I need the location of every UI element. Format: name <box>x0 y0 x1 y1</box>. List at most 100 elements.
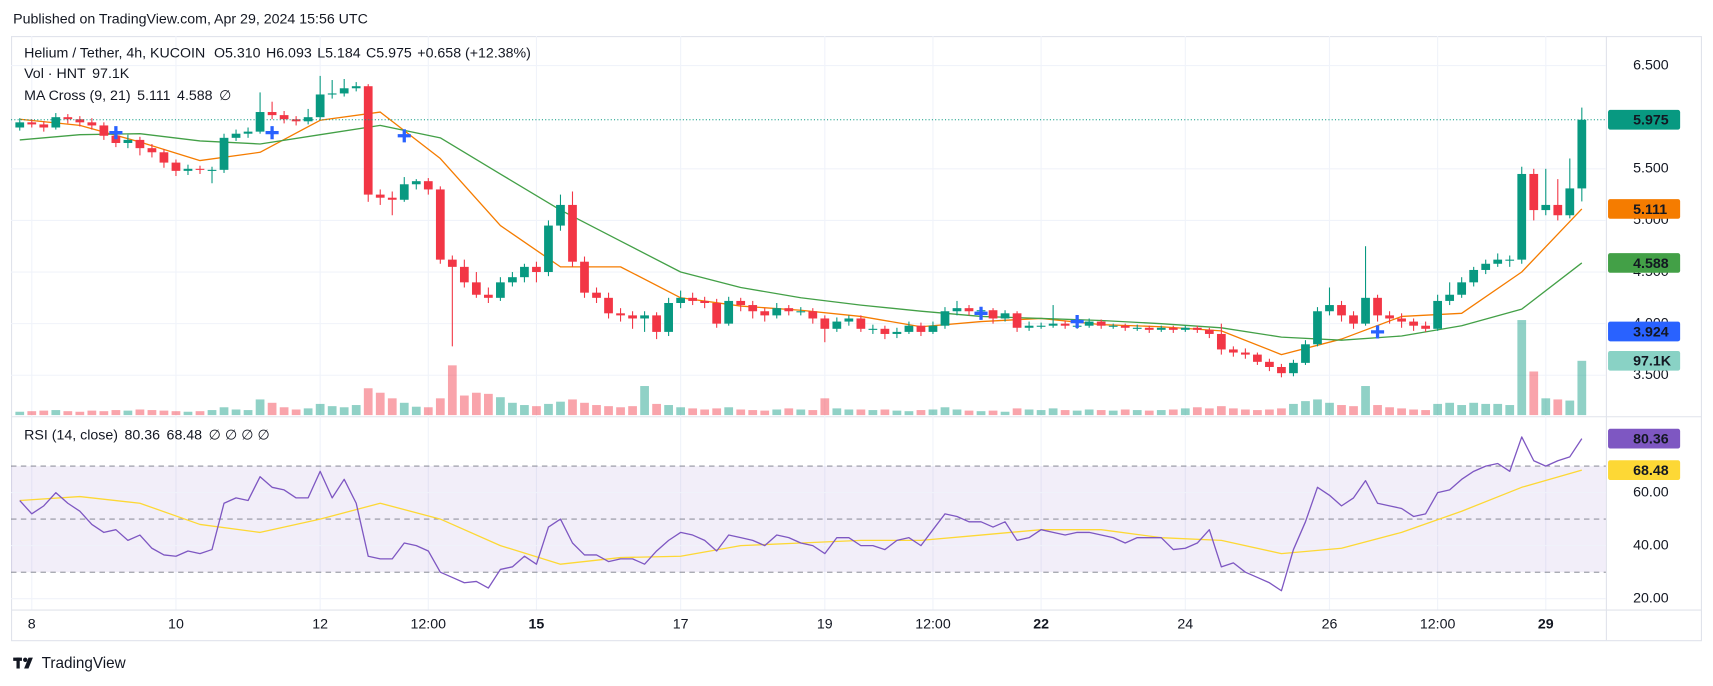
volume-bar <box>147 410 157 416</box>
volume-bar <box>1397 408 1406 416</box>
logo-mark <box>23 657 28 662</box>
volume-legend: Vol · HNT <box>24 66 86 82</box>
volume-bar <box>1048 408 1058 416</box>
plot-layer <box>11 36 1606 610</box>
volume-bar <box>712 408 722 416</box>
candle-body <box>904 325 914 332</box>
volume-bar <box>51 410 61 416</box>
x-tick-label: 12:00 <box>411 617 447 633</box>
rsi-legend-value: 68.48 <box>167 428 203 444</box>
volume-bar <box>580 402 589 416</box>
volume-bar <box>808 410 818 416</box>
candle-body <box>1132 327 1142 329</box>
volume-bar <box>87 410 97 416</box>
candle-body <box>471 282 481 295</box>
rsi-tick-label: 60.00 <box>1633 484 1669 500</box>
ma-legend-suffix: ∅ <box>219 88 231 104</box>
volume-bar <box>27 411 37 416</box>
volume-bar <box>1096 410 1106 416</box>
candle-body <box>1409 321 1418 326</box>
candle-body <box>532 266 541 273</box>
candle-body <box>363 86 373 195</box>
candle-body <box>1216 333 1226 350</box>
price-change: +0.658 (+12.38%) <box>417 45 531 61</box>
candle-body <box>652 315 661 332</box>
volume-bar <box>556 401 565 416</box>
chart-frame <box>11 36 1702 642</box>
volume-bar <box>363 388 373 416</box>
volume-bar <box>219 407 229 416</box>
ma-legend-value: 4.588 <box>177 88 213 104</box>
cross-marker <box>1371 325 1385 339</box>
candle-body <box>75 119 85 123</box>
candle-body <box>964 308 974 312</box>
candle-body <box>447 259 457 267</box>
volume-bar <box>351 405 361 416</box>
volume-bar <box>1216 406 1226 416</box>
candle-body <box>484 294 493 298</box>
candle-body <box>928 325 938 332</box>
volume-bar <box>447 365 457 416</box>
axis-tag <box>1608 321 1681 342</box>
candle-body <box>63 117 73 120</box>
volume-bar <box>652 403 661 416</box>
candle-body <box>496 282 505 298</box>
volume-bar <box>123 410 133 416</box>
candle-body <box>1373 297 1382 316</box>
volume-bar <box>195 411 205 416</box>
volume-bar <box>592 405 601 416</box>
candle-body <box>1529 173 1539 211</box>
volume-bar <box>1144 410 1154 416</box>
x-tick-label: 12:00 <box>1420 617 1456 633</box>
candle-body <box>1433 300 1443 329</box>
volume-bar <box>1361 386 1370 416</box>
volume-bar <box>63 411 73 416</box>
volume-bar <box>1180 408 1190 416</box>
volume-bar <box>1301 401 1310 416</box>
candle-body <box>303 117 313 122</box>
candle-body <box>1445 294 1455 301</box>
volume-bar <box>1265 409 1274 416</box>
rsi-legend-value: 80.36 <box>125 428 161 444</box>
volume-bar <box>387 398 397 416</box>
candle-body <box>1493 259 1503 264</box>
candle-body <box>1204 329 1214 334</box>
candle-body <box>1385 315 1394 319</box>
candle-body <box>219 137 229 170</box>
volume-bar <box>988 410 998 416</box>
volume-bar <box>1493 403 1503 416</box>
axis-tag <box>1608 199 1681 219</box>
rsi-legend-suffix: ∅ ∅ ∅ ∅ <box>209 428 270 444</box>
candle-body <box>279 115 289 120</box>
volume-bar <box>135 409 145 416</box>
volume-bar <box>1012 408 1022 416</box>
volume-bar <box>676 407 685 416</box>
volume-bar <box>183 411 193 416</box>
volume-bar <box>1228 408 1238 416</box>
volume-bar <box>1253 410 1262 416</box>
candle-body <box>1048 323 1058 326</box>
candle-body <box>1313 311 1322 345</box>
volume-bar <box>1385 407 1394 416</box>
volume-bar <box>1277 408 1286 416</box>
axis-tag <box>1608 253 1681 273</box>
volume-bar <box>423 407 433 416</box>
volume-bar <box>1325 402 1334 416</box>
candle-body <box>1060 323 1070 326</box>
candle-body <box>1517 173 1527 260</box>
volume-bar <box>496 397 505 416</box>
candle-body <box>423 181 433 190</box>
x-tick-label: 17 <box>673 617 689 633</box>
candle-body <box>339 88 349 94</box>
x-tick-label: 26 <box>1322 617 1338 633</box>
candle-body <box>315 94 325 118</box>
volume-bar <box>796 409 806 416</box>
candle-body <box>1553 204 1563 216</box>
cross-marker <box>109 126 123 140</box>
candle-body <box>1361 297 1370 324</box>
volume-bar <box>1192 407 1202 416</box>
candle-body <box>267 112 277 116</box>
volume-bar <box>688 408 698 416</box>
volume-bar <box>1204 408 1214 416</box>
